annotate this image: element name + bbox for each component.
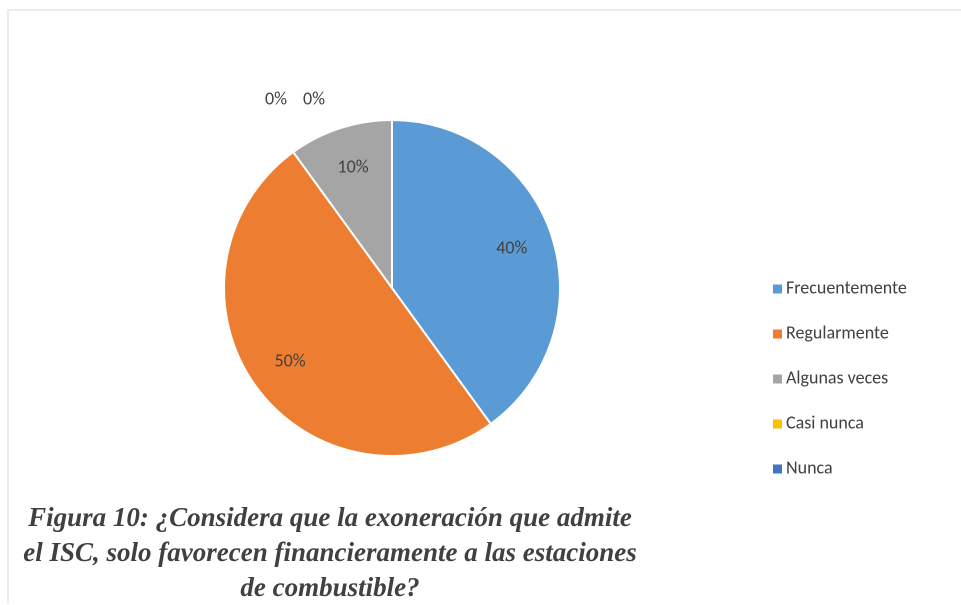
data-label: 40% [496,236,527,258]
pie-slice [291,118,393,292]
pie-slice [391,118,561,426]
legend-label: Frecuentemente [786,276,907,298]
legend-swatch [773,419,782,429]
legend-label: Algunas veces [786,366,888,388]
legend-swatch [773,284,782,294]
legend-swatch [773,329,782,339]
legend-label: Casi nunca [786,411,864,433]
legend-swatch [773,374,782,384]
chart-border [7,9,961,603]
legend-label: Regularmente [786,321,889,343]
data-label: 0% [265,87,287,109]
caption: Figura 10: ¿Considera que la exoneración… [23,502,637,602]
legend-label: Nunca [786,456,833,478]
data-label: 10% [338,155,369,177]
data-label: 0% [303,87,325,109]
data-label: 50% [275,349,306,371]
pie-slice [223,150,493,457]
legend-swatch [773,464,782,474]
